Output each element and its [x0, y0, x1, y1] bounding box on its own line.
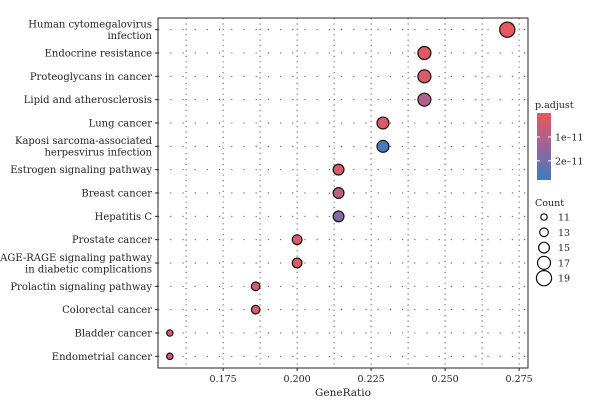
y-tick-label: Breast cancer	[81, 189, 152, 200]
size-legend-label: 19	[558, 274, 570, 285]
x-tick-label: 0.175	[210, 374, 237, 385]
data-point	[376, 116, 390, 130]
grid-layer	[158, 18, 528, 368]
y-tick-label: Lung cancer	[89, 119, 153, 130]
data-point	[166, 352, 174, 361]
x-tick-label: 0.250	[432, 374, 459, 385]
size-legend-circle	[540, 213, 548, 221]
color-legend-title: p.adjust	[535, 100, 574, 111]
x-tick-label: 0.200	[284, 374, 311, 385]
y-tick-label: Endocrine resistance	[45, 49, 152, 60]
data-point	[499, 21, 516, 38]
y-tick-label: Kaposi sarcoma-associated	[15, 136, 153, 147]
size-legend-circle	[537, 241, 550, 254]
size-legend-label: 13	[558, 228, 570, 239]
y-tick-label: infection	[107, 31, 152, 42]
data-point	[417, 45, 432, 61]
y-tick-label: Bladder cancer	[75, 329, 153, 340]
data-point	[291, 234, 303, 246]
x-axis: 0.175 0.200 0.225 0.250 0.275	[210, 368, 533, 385]
data-point	[332, 210, 345, 223]
x-tick-label: 0.275	[506, 374, 533, 385]
y-tick-label: AGE-RAGE signaling pathway	[0, 253, 152, 264]
color-legend-label: 1e–11	[555, 132, 584, 143]
size-legend-title: Count	[535, 198, 564, 209]
data-point	[291, 257, 303, 269]
size-legend-label: 15	[558, 243, 570, 254]
color-legend: p.adjust 1e–11 2e–11	[535, 100, 584, 180]
data-point	[417, 92, 432, 107]
y-tick-label: Proteoglycans in cancer	[30, 72, 152, 83]
y-tick-label: in diabetic complications	[25, 264, 152, 275]
data-point	[250, 304, 261, 315]
data-point	[332, 163, 345, 176]
size-legend-circle	[535, 270, 553, 287]
y-tick-label: Human cytomegalovirus	[28, 19, 152, 30]
data-point	[250, 281, 261, 292]
size-legend-circle	[539, 227, 549, 238]
y-tick-label: Hepatitis C	[95, 212, 153, 223]
color-legend-bar	[537, 113, 551, 180]
data-point	[376, 139, 390, 153]
data-point	[166, 329, 174, 337]
x-tick-label: 0.225	[358, 374, 385, 385]
points-layer	[166, 21, 516, 361]
size-legend-label: 11	[558, 213, 570, 224]
size-legend: Count 11 13 15 17 19	[535, 198, 570, 287]
size-legend-label: 17	[558, 258, 570, 269]
data-point	[332, 187, 345, 200]
y-tick-label: herpesvirus infection	[44, 148, 152, 159]
size-legend-circle	[536, 255, 552, 270]
x-axis-title: GeneRatio	[315, 387, 371, 399]
y-tick-label: Estrogen signaling pathway	[10, 165, 152, 176]
y-tick-label: Endometrial cancer	[52, 352, 152, 363]
y-tick-label: Prolactin signaling pathway	[10, 282, 152, 293]
y-tick-label: Colorectal cancer	[62, 305, 152, 316]
y-tick-label: Prostate cancer	[72, 235, 152, 246]
color-legend-label: 2e–11	[555, 156, 584, 167]
y-tick-label: Lipid and atherosclerosis	[24, 95, 152, 106]
data-point	[417, 69, 432, 84]
